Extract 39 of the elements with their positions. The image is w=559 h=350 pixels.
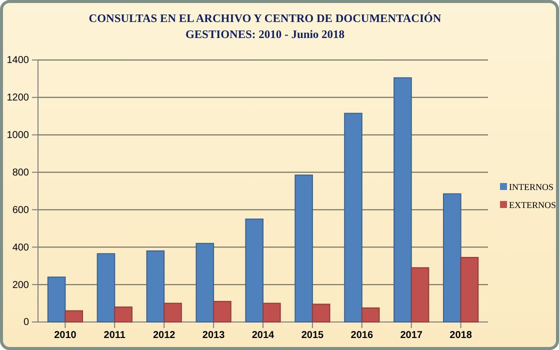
x-tick-label: 2011 [104,330,126,342]
bar [164,302,182,322]
bar [394,77,412,322]
x-tick-label: 2017 [400,330,423,342]
y-tick-label: 200 [12,280,30,291]
bar [213,300,232,322]
y-tick-label: 1400 [6,55,30,66]
y-tick-label: 800 [12,167,30,178]
chart-subtitle: GESTIONES: 2010 - Junio 2018 [185,29,345,41]
x-tick-label: 2015 [301,330,324,342]
bar [114,306,132,322]
bar [196,242,214,322]
bar [361,307,380,322]
bar [344,112,362,322]
bar [96,253,116,322]
y-tick-label: 1200 [6,92,30,104]
bar [47,276,66,322]
bar [312,304,330,322]
x-tick-label: 2018 [450,330,472,342]
bar [442,193,462,322]
x-tick-label: 2014 [252,330,275,342]
y-tick-label: 400 [12,242,30,254]
text: INTERNOS [509,182,554,192]
x-tick-label: 2010 [54,330,77,342]
bar [460,256,479,322]
chart-title: CONSULTAS EN EL ARCHIVO Y CENTRO DE DOCUMENTACIÓN [88,12,442,25]
y-tick-label: 600 [12,204,30,216]
x-tick-label: 2016 [350,330,374,342]
bar [262,302,281,322]
y-tick-label: 1000 [6,130,30,142]
bar [294,174,313,322]
x-tick-label: 2013 [202,330,226,342]
bar [64,310,84,322]
bar [410,267,430,322]
y-tick-label: 0 [23,317,30,328]
bar [245,218,264,322]
bar [146,250,165,322]
legend-label: EXTERNOS [509,200,556,210]
x-tick-label: 2012 [152,330,176,342]
